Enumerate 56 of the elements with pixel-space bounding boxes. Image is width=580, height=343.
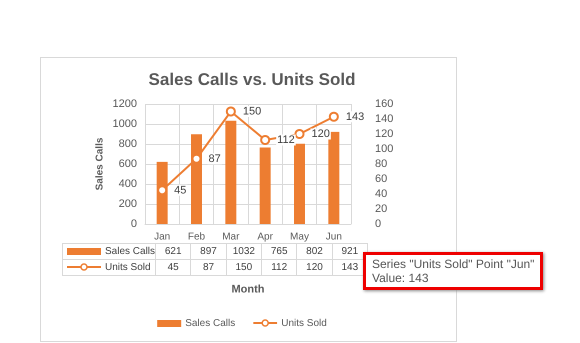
y2-tick-label: 140: [375, 113, 394, 125]
x-tick-label: Jun: [326, 232, 342, 242]
y-tick-label: 200: [118, 198, 137, 210]
point: [226, 106, 236, 116]
bar: [328, 132, 340, 224]
data-label: 897: [190, 244, 226, 260]
y-axis-title: Sales Calls: [94, 137, 106, 190]
y2-tick-label: 160: [375, 98, 394, 110]
y2-tick-label: 60: [375, 173, 388, 185]
legend-label: Sales Calls: [62, 244, 156, 260]
y-tick-label: 1200: [112, 98, 137, 110]
y2-tick-label: 0: [375, 218, 382, 230]
x-tick-label: Apr: [257, 232, 274, 242]
x-tick-label: Jan: [154, 232, 170, 242]
y-tick-label: 0: [130, 218, 137, 230]
legend-label: Units Sold: [62, 260, 156, 276]
x-tick-label: May: [290, 232, 309, 242]
x-tick-label: Feb: [188, 232, 206, 242]
y2-tick-label: 120: [375, 128, 394, 140]
data-label: 765: [262, 244, 297, 260]
data-label: 621: [156, 244, 191, 260]
data-label: 802: [296, 244, 332, 260]
text: Series "Units Sold" Point "Jun": [372, 257, 534, 271]
x-tick-label: Mar: [222, 232, 240, 242]
y-tick-label: 400: [118, 178, 137, 190]
text: 87: [208, 152, 221, 165]
data-label: 120: [296, 260, 332, 276]
y-tick-label: 1000: [112, 118, 137, 130]
y-tick-label: 600: [118, 158, 137, 170]
data-label: 150: [226, 260, 262, 276]
y2-tick-label: 20: [375, 203, 388, 215]
text: 45: [174, 184, 186, 196]
data-label: 1032: [226, 244, 262, 260]
x-axis-title: Month: [232, 284, 265, 296]
data-label: 45: [156, 260, 191, 276]
bar: [260, 148, 271, 224]
data-label: 112: [262, 260, 297, 276]
text: 150: [242, 106, 262, 118]
data-label: 143: [332, 260, 368, 276]
text: Units Sold: [281, 318, 327, 329]
y2-tick-label: 40: [375, 188, 388, 200]
data-label: 921: [332, 244, 368, 260]
point: [260, 135, 270, 145]
point: [328, 112, 339, 122]
y2-tick-label: 80: [375, 158, 388, 170]
y-tick-label: 800: [118, 138, 137, 150]
text: 120: [312, 128, 330, 140]
text: 112: [277, 134, 295, 146]
y2-tick-label: 100: [375, 143, 394, 155]
text: Value: 143: [372, 271, 430, 285]
chart-title: Sales Calls vs. Units Sold: [148, 70, 356, 89]
bar: [294, 144, 305, 224]
data-label: 87: [190, 260, 226, 276]
text: Sales Calls: [185, 318, 236, 329]
text: 143: [346, 110, 364, 123]
point: [294, 129, 304, 139]
